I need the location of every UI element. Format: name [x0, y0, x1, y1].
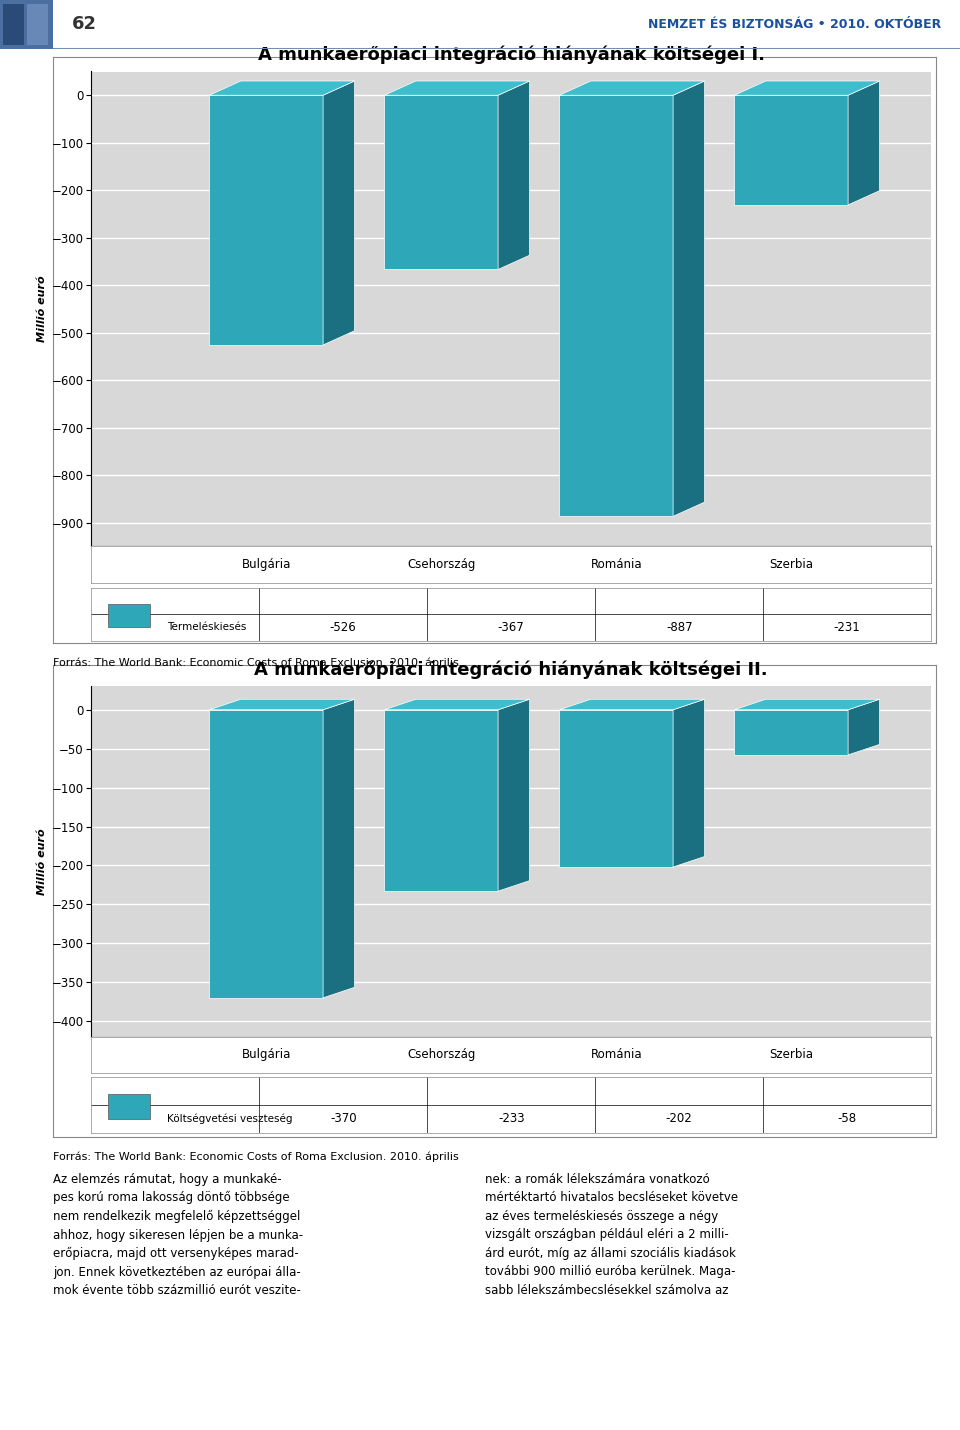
Text: nek: a romák lélekszámára vonatkozó
mértéktartó hivatalos becsléseket követve
az: nek: a romák lélekszámára vonatkozó mért… — [485, 1173, 738, 1297]
Polygon shape — [734, 82, 879, 96]
Text: Szerbia: Szerbia — [769, 1048, 813, 1061]
Polygon shape — [560, 709, 673, 867]
Polygon shape — [384, 709, 498, 891]
Title: A munkaerőpiaci integráció hiányának költségei I.: A munkaerőpiaci integráció hiányának köl… — [257, 46, 765, 64]
Polygon shape — [734, 96, 848, 204]
Text: Csehország: Csehország — [407, 558, 475, 572]
Polygon shape — [673, 82, 705, 516]
Polygon shape — [209, 82, 354, 96]
Polygon shape — [209, 699, 354, 709]
Text: -58: -58 — [838, 1113, 856, 1125]
Text: -887: -887 — [666, 621, 692, 633]
Text: -233: -233 — [498, 1113, 524, 1125]
Text: 62: 62 — [72, 16, 97, 33]
Polygon shape — [560, 699, 705, 709]
Bar — [3, 4, 24, 44]
Text: Románia: Románia — [590, 558, 642, 572]
Polygon shape — [560, 96, 673, 516]
Polygon shape — [324, 82, 354, 345]
Y-axis label: Millió euró: Millió euró — [37, 828, 47, 895]
Polygon shape — [384, 96, 498, 269]
Text: -367: -367 — [498, 621, 524, 633]
Bar — [27, 4, 48, 44]
Text: Csehország: Csehország — [407, 1048, 475, 1061]
Polygon shape — [734, 699, 879, 709]
Polygon shape — [560, 82, 705, 96]
Text: Románia: Románia — [590, 1048, 642, 1061]
Polygon shape — [498, 82, 530, 269]
Polygon shape — [848, 82, 879, 204]
Polygon shape — [209, 709, 324, 998]
Text: -231: -231 — [834, 621, 860, 633]
Text: Termeléskiesés: Termeléskiesés — [167, 622, 246, 632]
Text: Bulgária: Bulgária — [242, 1048, 291, 1061]
Text: Szerbia: Szerbia — [769, 558, 813, 572]
Bar — [108, 1094, 150, 1118]
Text: -202: -202 — [666, 1113, 692, 1125]
Text: Forrás: The World Bank: Economic Costs of Roma Exclusion. 2010. április: Forrás: The World Bank: Economic Costs o… — [53, 1151, 459, 1161]
Polygon shape — [848, 699, 879, 755]
Text: Bulgária: Bulgária — [242, 558, 291, 572]
Polygon shape — [209, 96, 324, 345]
Text: -526: -526 — [330, 621, 356, 633]
Y-axis label: Millió euró: Millió euró — [37, 276, 47, 342]
Polygon shape — [734, 709, 848, 755]
Text: -370: -370 — [330, 1113, 356, 1125]
Text: NEMZET ÉS BIZTONSÁG • 2010. OKTÓBER: NEMZET ÉS BIZTONSÁG • 2010. OKTÓBER — [648, 17, 941, 31]
Polygon shape — [324, 699, 354, 998]
Text: Költségvetési veszteség: Költségvetési veszteség — [167, 1114, 292, 1124]
Text: Az elemzés rámutat, hogy a munkaké-
pes korú roma lakosság döntő többsége
nem re: Az elemzés rámutat, hogy a munkaké- pes … — [53, 1173, 303, 1297]
Text: Forrás: The World Bank: Economic Costs of Roma Exclusion. 2010. április.: Forrás: The World Bank: Economic Costs o… — [53, 658, 462, 668]
Bar — [0, 0, 53, 49]
Polygon shape — [384, 699, 530, 709]
Bar — [108, 603, 150, 628]
Polygon shape — [384, 82, 530, 96]
Polygon shape — [673, 699, 705, 867]
Title: A munkaerőpiaci integráció hiányának költségei II.: A munkaerőpiaci integráció hiányának köl… — [254, 661, 768, 679]
Polygon shape — [498, 699, 530, 891]
